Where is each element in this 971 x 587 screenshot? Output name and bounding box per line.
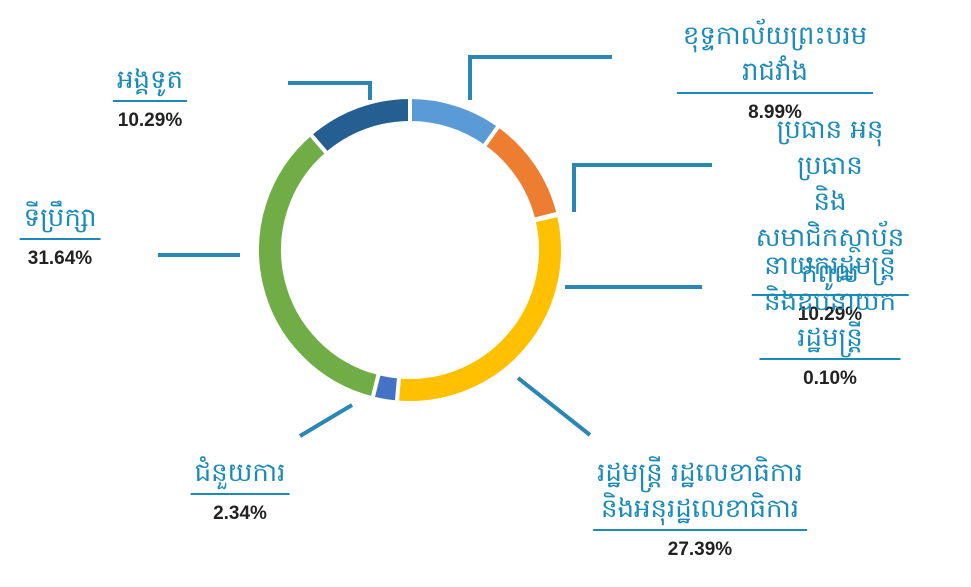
category-label: រដ្ឋមន្ត្រី រដ្ឋលេខាធិការ និងអនុរដ្ឋលេខា…	[593, 455, 807, 531]
donut-segment	[307, 94, 412, 157]
leader-line	[288, 81, 372, 100]
value-label: 31.64%	[27, 248, 93, 269]
category-label: ជំនួយការ	[190, 455, 290, 495]
donut-segment	[408, 94, 502, 150]
value-label: 2.34%	[213, 503, 267, 524]
data-label: អង្គទូត 10.29%	[112, 62, 188, 132]
value-label: 10.29%	[117, 110, 183, 131]
donut-segment	[394, 212, 565, 405]
donut-segment	[481, 122, 562, 223]
leader-line	[572, 163, 712, 212]
leader-line	[516, 376, 592, 437]
data-label: ទីប្រឹក្សា 31.64%	[19, 200, 101, 270]
leader-lines	[158, 55, 712, 438]
donut-segment	[255, 131, 382, 401]
value-label: 10.29%	[797, 304, 863, 325]
leader-line	[298, 403, 354, 438]
data-label: ខុទ្ទកាល័យព្រះបរមរាជវាំង 8.99%	[677, 18, 873, 124]
data-label: រដ្ឋមន្ត្រី រដ្ឋលេខាធិការ និងអនុរដ្ឋលេខា…	[593, 455, 807, 561]
value-label: 8.99%	[748, 102, 802, 123]
data-label: នាយករដ្ឋមន្ត្រី និងឧបនាយករដ្ឋមន្ត្រី 0.10…	[759, 248, 901, 390]
category-label: ប្រធាន អនុប្រធាន និងសមាជិកស្ថាប័នកំពូល	[751, 112, 909, 296]
data-label: ប្រធាន អនុប្រធាន និងសមាជិកស្ថាប័នកំពូល 10…	[751, 112, 909, 326]
category-label: ខុទ្ទកាល័យព្រះបរមរាជវាំង	[677, 18, 873, 94]
leader-line	[468, 55, 612, 100]
category-label: ទីប្រឹក្សា	[19, 200, 101, 240]
category-label: អង្គទូត	[112, 62, 188, 102]
data-label: ជំនួយការ 2.34%	[190, 455, 290, 525]
value-label: 0.10%	[803, 368, 857, 389]
category-label: នាយករដ្ឋមន្ត្រី និងឧបនាយករដ្ឋមន្ត្រី	[759, 248, 901, 360]
value-label: 27.39%	[667, 539, 733, 560]
